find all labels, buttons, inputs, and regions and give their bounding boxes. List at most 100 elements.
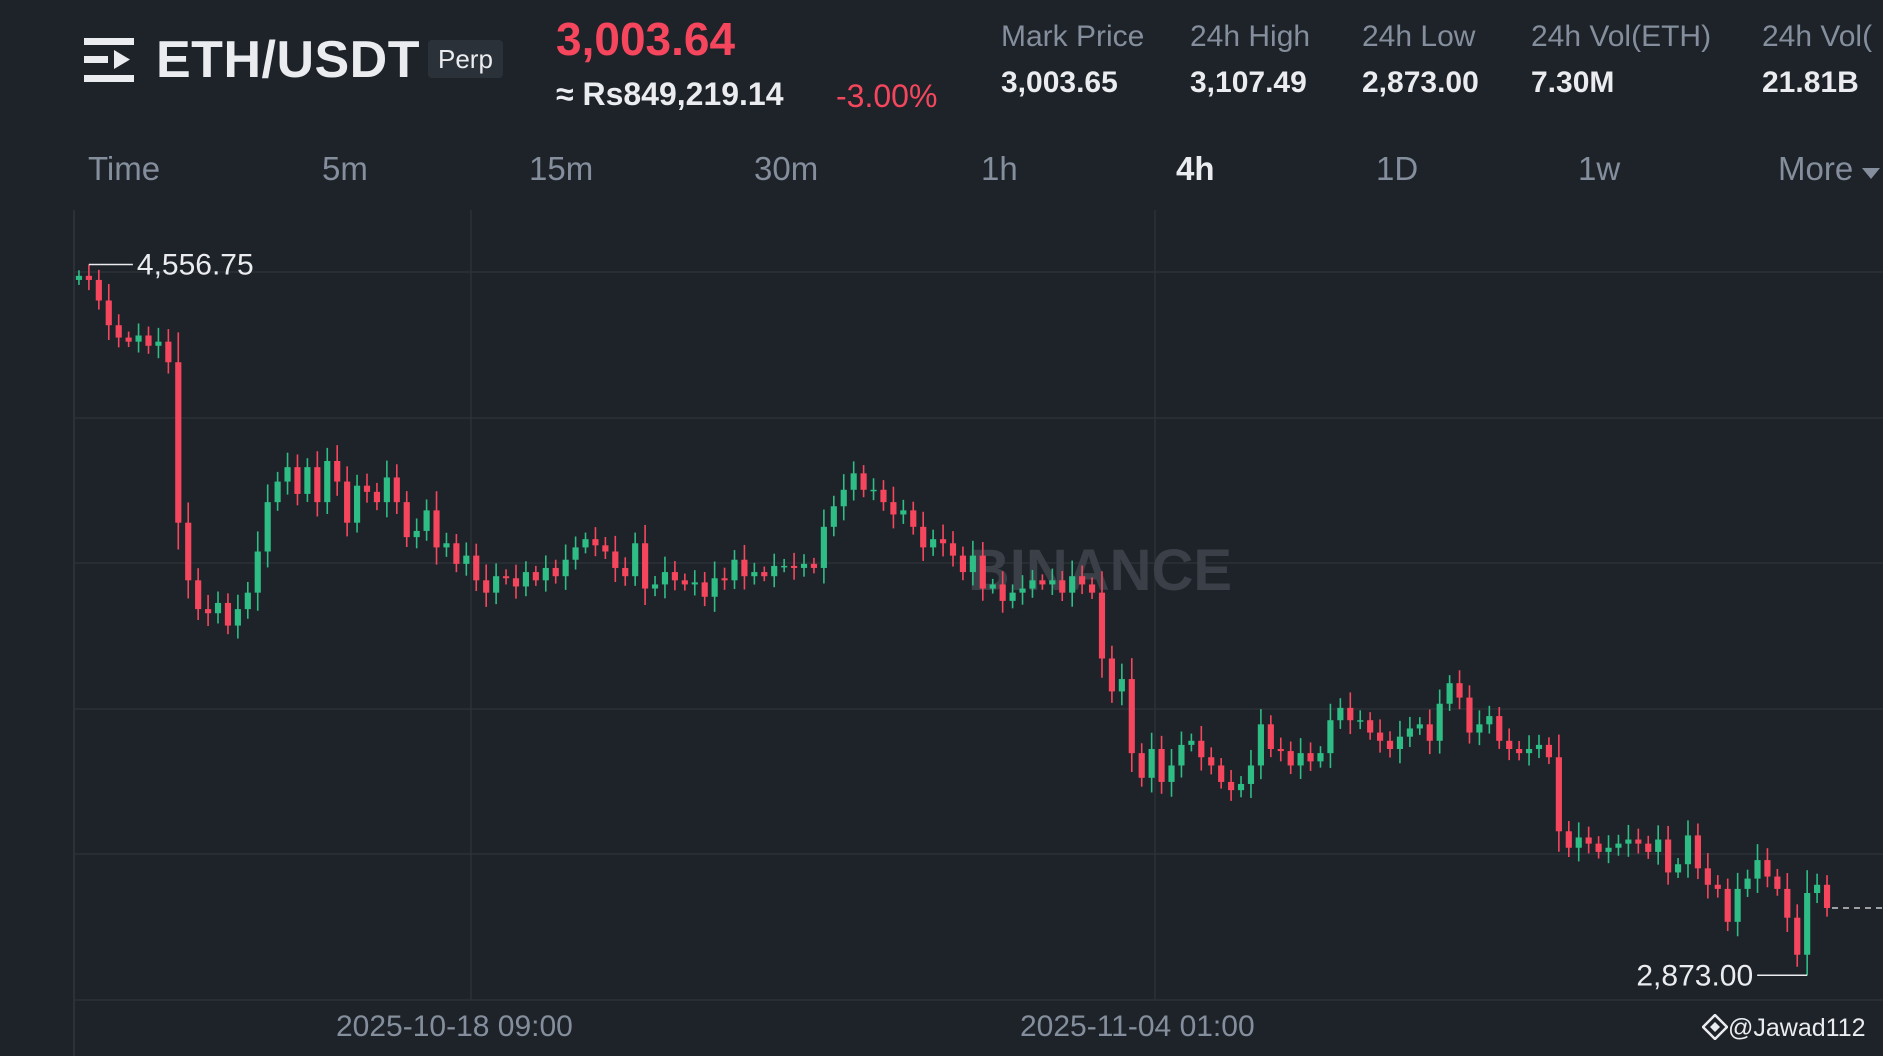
candle-up (443, 543, 450, 548)
candle-up (135, 335, 142, 342)
candle-down (1823, 884, 1831, 908)
interval-tabs: Time 5m 15m 30m 1h 4h 1D 1w More (0, 150, 1883, 200)
stat-24h-vol-usdt: 24h Vol( 21.81B (1762, 20, 1872, 100)
candle-up (1674, 864, 1682, 873)
tab-5m[interactable]: 5m (322, 150, 368, 187)
candle-down (344, 481, 351, 523)
stat-value: 3,003.65 (1001, 66, 1118, 99)
tab-1w[interactable]: 1w (1578, 150, 1621, 187)
candle-down (1426, 724, 1433, 741)
candle-down (671, 572, 678, 581)
candle-down (115, 325, 122, 338)
candle-up (1486, 716, 1493, 725)
tab-15m[interactable]: 15m (529, 150, 594, 187)
tab-time[interactable]: Time (88, 150, 161, 187)
menu-icon[interactable] (84, 36, 134, 84)
candle-down (959, 555, 967, 573)
candle-up (870, 489, 877, 492)
candle-up (413, 530, 420, 538)
candle-up (244, 592, 251, 610)
chart-grid (73, 210, 1883, 1056)
candle-up (463, 555, 470, 564)
candle-down (622, 567, 629, 577)
candle-down (1218, 765, 1225, 782)
candle-up (1525, 749, 1533, 754)
candle-down (1794, 917, 1801, 955)
candle-down (85, 275, 92, 280)
fiat-price: ≈ Rs849,219.14 (556, 76, 784, 112)
stat-value: 21.81B (1762, 66, 1859, 99)
candle-down (1565, 831, 1572, 848)
candle-down (1088, 584, 1096, 593)
candle-up (1019, 588, 1026, 593)
candle-up (1257, 724, 1264, 766)
tab-1h[interactable]: 1h (981, 150, 1018, 187)
candle-down (512, 578, 520, 587)
candle-up (731, 559, 738, 581)
stat-label: 24h Low (1362, 20, 1476, 53)
pair-title[interactable]: ETH/USDT (156, 31, 420, 89)
candle-down (373, 491, 381, 503)
candle-up (1754, 860, 1761, 879)
candle-up (423, 510, 430, 531)
tab-1d[interactable]: 1D (1376, 150, 1419, 187)
stat-value: 3,107.49 (1190, 66, 1307, 99)
candle-up (900, 510, 907, 515)
candle-down (890, 502, 897, 515)
candle-up (214, 602, 222, 614)
candle-up (1247, 765, 1255, 784)
stat-label: 24h Vol( (1762, 20, 1873, 53)
candle-down (1516, 749, 1523, 754)
candle-down (602, 545, 609, 552)
candle-up (1317, 753, 1324, 762)
candle-down (1228, 781, 1235, 791)
candle-up (1168, 765, 1175, 782)
tab-more[interactable]: More (1778, 150, 1881, 188)
tab-30m[interactable]: 30m (754, 150, 819, 187)
candle-up (989, 584, 996, 589)
candle-up (691, 582, 698, 585)
change-percent: -3.00% (836, 78, 938, 114)
candle-down (1059, 580, 1066, 593)
candle-down (483, 580, 490, 593)
candle-down (1347, 707, 1354, 721)
candle-up (542, 567, 549, 581)
candle-down (1784, 888, 1791, 918)
candle-up (1178, 744, 1185, 766)
tab-4h[interactable]: 4h (1176, 150, 1215, 187)
candle-up (1625, 839, 1632, 844)
candle-down (473, 555, 480, 581)
candle-down (910, 510, 917, 527)
candle-up (1406, 728, 1413, 737)
candle-down (205, 609, 212, 614)
candle-down (105, 300, 112, 326)
candle-up (1655, 839, 1662, 852)
candle-down (860, 473, 867, 490)
candle-up (493, 576, 500, 593)
candle-down (999, 584, 1006, 601)
candle-down (939, 539, 947, 544)
extreme-markers: 4,556.75 2,873.00 (88, 249, 1883, 992)
candle-up (651, 584, 659, 589)
stat-value: 7.30M (1531, 66, 1615, 99)
candle-up (850, 473, 857, 490)
candlestick-chart[interactable]: BINANCE 4,556.752,873.00 (0, 210, 1883, 1056)
candle-down (125, 337, 132, 342)
candle-down (393, 477, 400, 503)
candle-up (840, 489, 847, 507)
candle-up (1069, 576, 1076, 593)
candle-up (1009, 592, 1016, 601)
stat-24h-low: 24h Low 2,873.00 (1362, 20, 1479, 100)
candle-down (1287, 751, 1294, 766)
candle-down (1079, 576, 1086, 585)
candle-down (1665, 839, 1672, 873)
candle-down (1496, 716, 1503, 741)
candle-up (1744, 878, 1751, 889)
tab-more-label: More (1778, 150, 1854, 187)
binance-square-icon (1701, 1013, 1729, 1041)
candle-up (1814, 884, 1821, 894)
stat-label: Mark Price (1001, 20, 1145, 53)
user-tag-text: @Jawad112 (1728, 1014, 1866, 1042)
stat-24h-vol-eth: 24h Vol(ETH) 7.30M (1531, 20, 1711, 100)
candle-down (453, 543, 460, 564)
